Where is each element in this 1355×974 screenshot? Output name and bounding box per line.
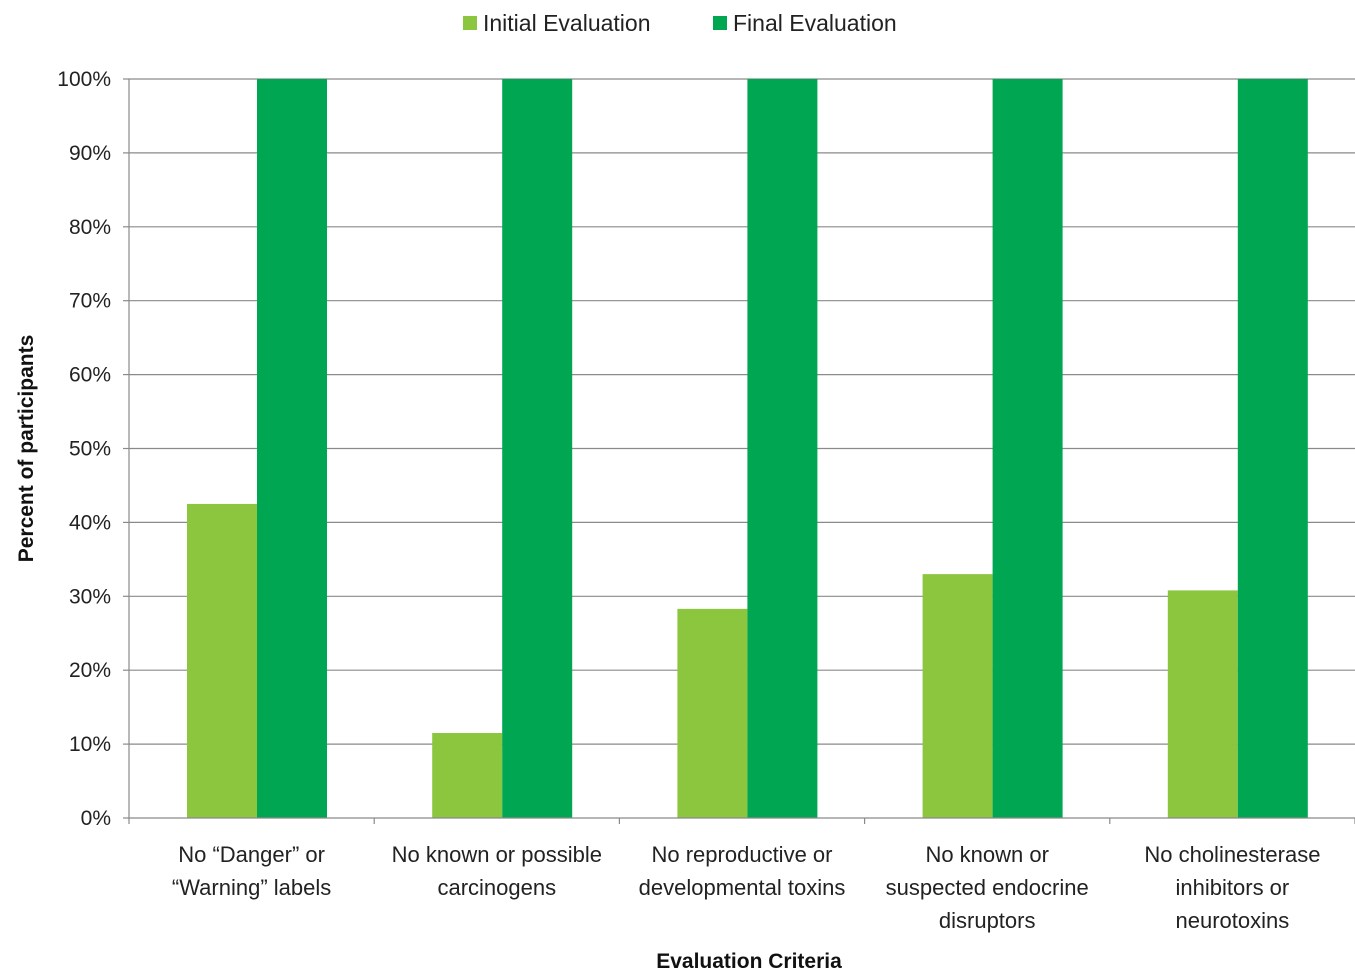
x-category-label: No cholinesterase inhibitors or neurotoxin… [1144,842,1320,933]
y-tick-label: 0% [81,807,111,830]
x-axis [128,817,1355,824]
y-axis-ticks: 0% 10% 20% 30% 40% 50% 60% 70% 80% 90% 100% [57,68,130,830]
y-axis-title: Percent of participants [15,335,38,563]
y-tick-label: 60% [69,364,111,387]
y-tick-label: 20% [69,659,111,682]
x-axis-category-labels: No “Danger” or “Warning” labels No known o… [172,842,1321,933]
y-tick-label: 40% [69,511,111,534]
bar-final-4 [992,79,1063,818]
bar-final-1 [257,79,327,818]
bar-initial-2 [432,733,503,818]
legend-swatch-final [713,16,727,30]
y-tick-label: 90% [69,142,111,165]
x-axis-title: Evaluation Criteria [656,950,842,973]
y-tick-label: 70% [69,290,111,313]
y-tick-label: 100% [57,68,111,91]
bars [187,79,1308,818]
bar-initial-5 [1167,590,1238,818]
x-category-label: No “Danger” or “Warning” labels [172,842,331,900]
bar-final-3 [747,79,818,818]
y-tick-label: 50% [69,438,111,461]
x-category-label: No known or suspected endocrine disruptors [886,842,1089,933]
bar-final-2 [502,79,573,818]
legend: Initial Evaluation Final Evaluation [463,10,897,36]
bar-initial-4 [922,574,993,818]
y-tick-label: 30% [69,585,111,608]
bar-initial-3 [677,608,748,818]
x-category-label: No known or possible carcinogens [392,842,602,900]
y-tick-label: 10% [69,733,111,756]
gridlines [129,78,1355,745]
x-category-label: No reproductive or developmental toxins [639,842,846,900]
legend-label-final: Final Evaluation [733,10,897,36]
bar-final-5 [1237,79,1308,818]
legend-swatch-initial [463,16,477,30]
legend-label-initial: Initial Evaluation [483,10,651,36]
bar-initial-1 [187,503,257,818]
y-tick-label: 80% [69,216,111,239]
